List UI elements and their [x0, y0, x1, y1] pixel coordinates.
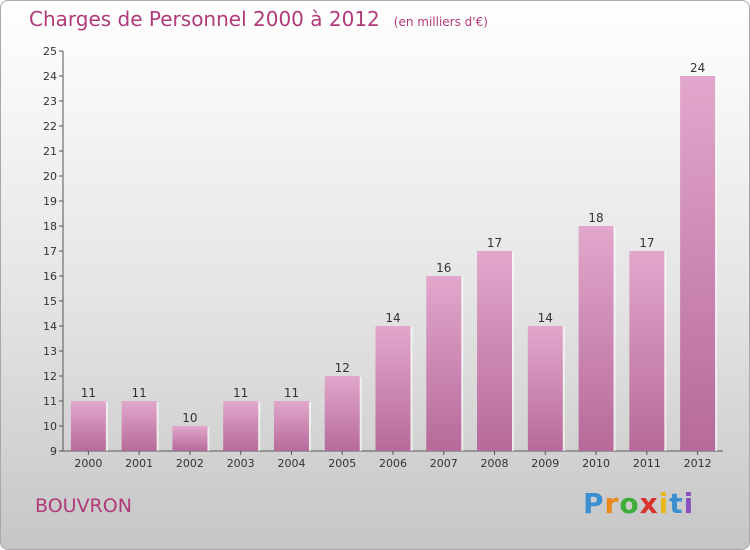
y-tick-label: 12 — [43, 370, 57, 383]
brand-letter: i — [658, 487, 670, 520]
y-tick-label: 20 — [43, 170, 57, 183]
brand-letter: x — [639, 487, 659, 520]
x-tick-label: 2004 — [277, 457, 305, 470]
bar — [426, 276, 462, 451]
bar — [629, 251, 665, 451]
brand-letter: r — [604, 487, 620, 520]
x-tick-label: 2005 — [328, 457, 356, 470]
y-tick-label: 22 — [43, 120, 57, 133]
y-tick-label: 9 — [50, 445, 57, 458]
data-label: 11 — [132, 386, 147, 400]
x-tick-label: 2012 — [684, 457, 712, 470]
x-tick-label: 2000 — [74, 457, 102, 470]
bar — [477, 251, 513, 451]
data-label: 11 — [233, 386, 248, 400]
brand-logo: Proxiti — [583, 487, 694, 520]
x-tick-label: 2001 — [125, 457, 153, 470]
y-tick-label: 23 — [43, 95, 57, 108]
bar — [223, 401, 259, 451]
y-tick-label: 13 — [43, 345, 57, 358]
y-tick-label: 18 — [43, 220, 57, 233]
x-tick-label: 2006 — [379, 457, 407, 470]
data-label: 14 — [385, 311, 400, 325]
y-tick-label: 19 — [43, 195, 57, 208]
y-tick-label: 24 — [43, 70, 57, 83]
bar — [121, 401, 157, 451]
brand-letter: i — [683, 487, 695, 520]
data-label: 11 — [81, 386, 96, 400]
y-tick-label: 21 — [43, 145, 57, 158]
x-tick-label: 2003 — [227, 457, 255, 470]
bar — [172, 426, 208, 451]
bar — [527, 326, 563, 451]
bar — [324, 376, 360, 451]
bar — [70, 401, 106, 451]
place-name: BOUVRON — [35, 495, 132, 517]
data-label: 11 — [284, 386, 299, 400]
y-tick-label: 10 — [43, 420, 57, 433]
data-label: 24 — [690, 61, 705, 75]
y-tick-label: 14 — [43, 320, 57, 333]
bar — [375, 326, 411, 451]
brand-letter: t — [669, 487, 684, 520]
x-tick-label: 2009 — [531, 457, 559, 470]
bar — [578, 226, 614, 451]
y-tick-label: 15 — [43, 295, 57, 308]
data-label: 17 — [639, 236, 654, 250]
chart-subtitle: (en milliers d'€) — [393, 15, 488, 29]
chart-title: Charges de Personnel 2000 à 2012 (en mill… — [29, 7, 488, 31]
y-tick-label: 17 — [43, 245, 57, 258]
bar — [680, 76, 716, 451]
y-tick-label: 25 — [43, 45, 57, 58]
data-label: 14 — [538, 311, 553, 325]
brand-letter: P — [583, 487, 605, 520]
y-tick-label: 11 — [43, 395, 57, 408]
data-label: 16 — [436, 261, 451, 275]
chart-title-text: Charges de Personnel 2000 à 2012 — [29, 7, 380, 31]
brand-letter: o — [619, 487, 640, 520]
data-label: 12 — [335, 361, 350, 375]
data-label: 17 — [487, 236, 502, 250]
x-tick-label: 2011 — [633, 457, 661, 470]
x-tick-label: 2007 — [430, 457, 458, 470]
x-tick-label: 2008 — [481, 457, 509, 470]
data-label: 10 — [182, 411, 197, 425]
x-tick-label: 2002 — [176, 457, 204, 470]
x-tick-label: 2010 — [582, 457, 610, 470]
data-label: 18 — [588, 211, 603, 225]
y-tick-label: 16 — [43, 270, 57, 283]
bar — [273, 401, 309, 451]
